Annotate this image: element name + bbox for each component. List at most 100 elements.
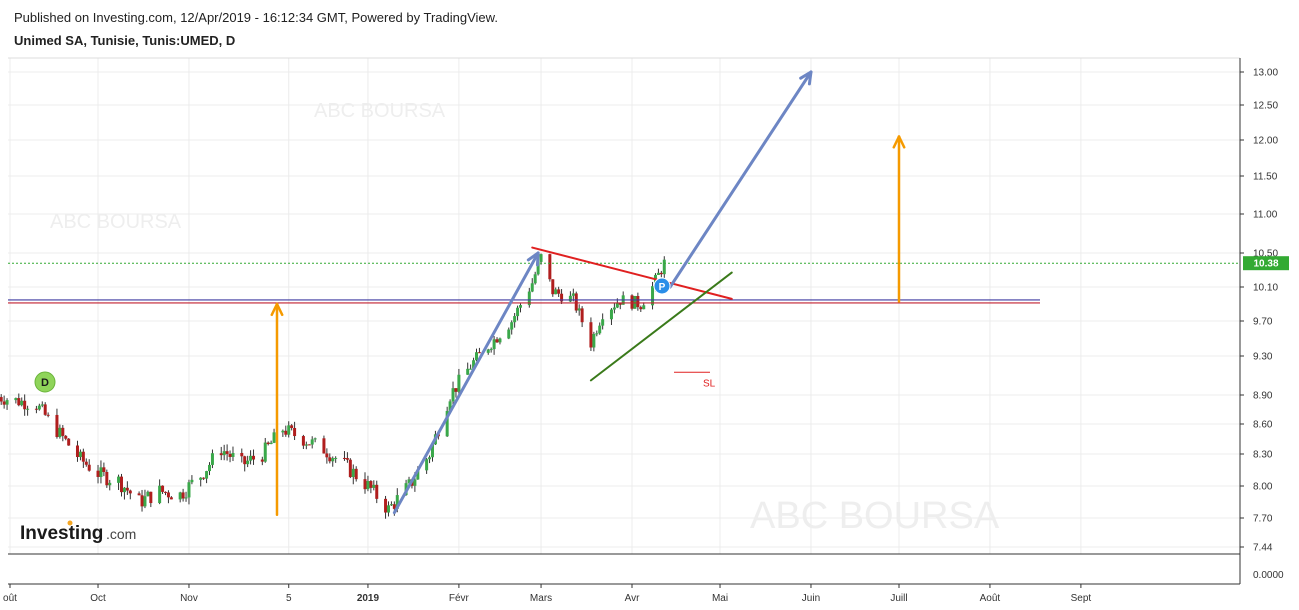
candle — [2, 395, 6, 409]
candle — [595, 330, 599, 337]
candle-body — [243, 456, 247, 465]
x-tick-label: Mai — [712, 593, 728, 604]
candle-body — [662, 259, 666, 275]
x-tick-label: Sept — [1071, 593, 1092, 604]
candle-body — [67, 438, 71, 446]
candle — [527, 287, 531, 308]
candle-body — [310, 439, 314, 445]
candle — [149, 491, 153, 508]
candle — [187, 479, 191, 505]
candle-body — [375, 484, 379, 499]
candle-body — [454, 388, 458, 392]
p-marker: P — [653, 277, 671, 295]
candle-body — [384, 498, 388, 513]
candle — [557, 286, 561, 297]
candle-body — [117, 476, 121, 483]
candle-body — [125, 487, 129, 491]
candle — [372, 480, 376, 491]
candle-body — [510, 322, 514, 330]
candle-body — [536, 261, 540, 275]
candle — [601, 313, 605, 330]
projection-arrow-1-shaft — [392, 251, 540, 515]
projection-arrow-1-head-1 — [535, 251, 540, 267]
candle — [46, 412, 50, 418]
candle — [510, 320, 514, 335]
candle — [639, 305, 643, 313]
watermark-2: ABC BOURSA — [50, 211, 182, 233]
candle — [334, 456, 338, 463]
candle — [122, 487, 126, 500]
candle-body — [612, 307, 616, 310]
sl-label: SL — [703, 378, 716, 389]
candle-body — [331, 458, 335, 462]
candle — [210, 449, 214, 469]
candle-body — [26, 408, 30, 410]
watermark-1: ABC BOURSA — [314, 100, 446, 122]
candle-body — [560, 293, 564, 302]
candle-body — [128, 490, 132, 494]
candle — [554, 287, 558, 295]
candle-body — [199, 477, 203, 480]
candle — [249, 450, 253, 465]
candle-body — [99, 467, 103, 477]
candle-body — [55, 414, 59, 437]
candle-body — [656, 272, 660, 275]
investing-logo: Investing .com — [20, 520, 136, 544]
candle-body — [102, 467, 106, 473]
candle-body — [263, 442, 267, 462]
candle-body — [325, 453, 329, 458]
candle-body — [548, 254, 552, 280]
watermark-3: ABC BOURSA — [750, 495, 1000, 537]
candle — [84, 458, 88, 467]
candle — [40, 401, 44, 408]
candle-body — [210, 453, 214, 465]
candle — [222, 444, 226, 461]
candle — [14, 397, 18, 404]
candle-body — [430, 444, 434, 458]
candle — [78, 449, 82, 461]
candle — [475, 348, 478, 362]
y-tick-label-lower: 0.0000 — [1253, 570, 1284, 581]
x-tick-label: Juill — [890, 593, 907, 604]
candle-body — [592, 333, 596, 348]
candle-body — [516, 307, 520, 317]
candle — [533, 271, 537, 285]
overlays: SL D P — [8, 70, 1240, 517]
candle-body — [589, 322, 593, 348]
candle — [240, 448, 244, 463]
candle — [0, 394, 3, 405]
candle-body — [568, 295, 572, 302]
candle-body — [345, 458, 349, 460]
candle-body — [252, 455, 256, 460]
candle — [651, 281, 655, 310]
candle-body — [651, 286, 655, 306]
candle-body — [293, 428, 297, 437]
candle-body — [659, 272, 663, 275]
last-price-value: 10.38 — [1253, 259, 1278, 270]
y-axis: 13.00 12.50 12.00 11.50 11.00 10.50 10.10 9.70 9… — [1240, 68, 1284, 581]
candle-body — [530, 283, 534, 292]
candle — [662, 256, 666, 279]
candle — [61, 425, 65, 442]
y-tick-label: 9.30 — [1253, 352, 1273, 363]
candle — [454, 388, 458, 398]
candle-body — [413, 479, 417, 486]
candle — [507, 327, 511, 340]
candle — [466, 362, 470, 375]
candle — [96, 464, 100, 484]
candle-body — [307, 444, 311, 446]
candle — [310, 436, 314, 449]
candle — [354, 466, 358, 482]
candle — [618, 303, 622, 310]
candle-body — [601, 319, 605, 326]
y-tick-label: 9.70 — [1253, 317, 1273, 328]
candle — [169, 496, 173, 500]
candle — [102, 462, 106, 477]
y-tick-label: 8.60 — [1253, 420, 1273, 431]
candle-body — [184, 497, 188, 499]
candle-body — [187, 482, 191, 498]
candle-body — [23, 400, 27, 410]
x-tick-label: Févr — [449, 593, 470, 604]
x-tick-label: Août — [980, 593, 1001, 604]
